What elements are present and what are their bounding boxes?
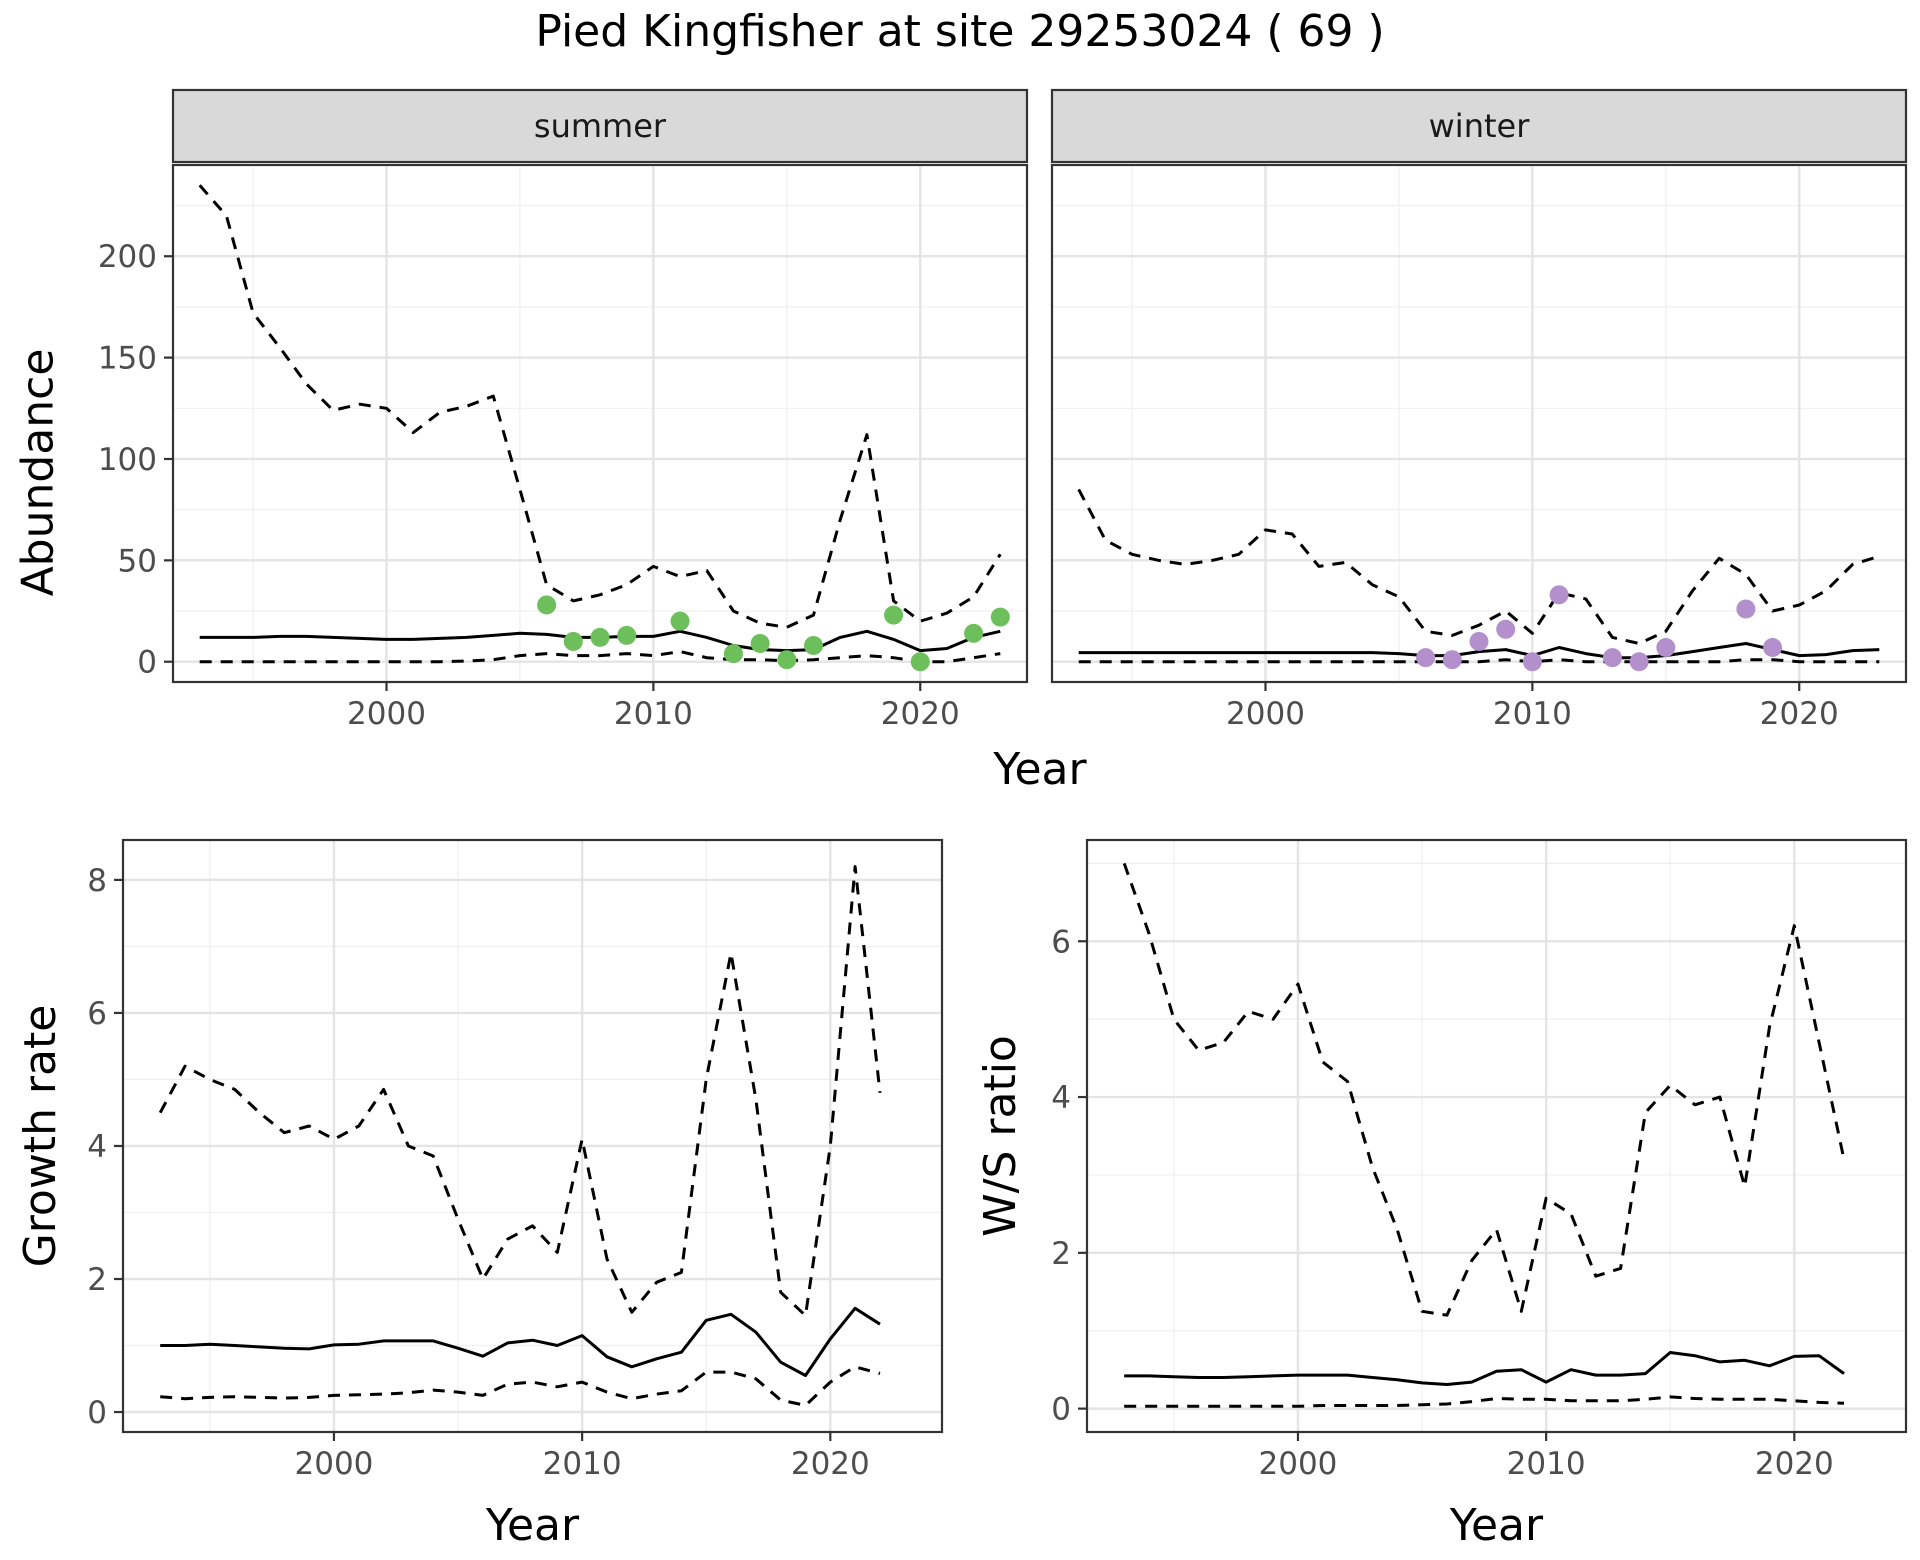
p3-y-tick-label: 6	[1051, 924, 1071, 960]
p2-y-tick-label: 2	[87, 1262, 107, 1298]
p3-x-tick-label: 2020	[1755, 1446, 1834, 1482]
p1-observed-point	[1602, 648, 1622, 668]
p1-observed-point	[1416, 648, 1436, 668]
p0-facet-strip	[171, 88, 1029, 164]
p0-lower-line	[199, 650, 1001, 664]
p3-y-axis-label: W/S ratio	[975, 1035, 1026, 1237]
p3-y-tick-label: 2	[1051, 1236, 1071, 1272]
p3-y-tick-label: 0	[1051, 1392, 1071, 1428]
p2-panel-border	[121, 838, 944, 1434]
p3-upper-line	[1122, 862, 1846, 1317]
p0-observed-point	[884, 605, 904, 625]
p1-plot-background	[1052, 165, 1906, 682]
p3-x-tick-label: 2010	[1507, 1446, 1586, 1482]
p1-observed-point	[1763, 638, 1783, 658]
p2-y-tick-label: 8	[87, 863, 107, 899]
p2-y-axis-label: Growth rate	[15, 1005, 66, 1268]
ws-ratio-panel: 2000 2010 2020 0 2 4 6 Year W/S ratio	[975, 838, 1908, 1551]
p1-mean-line	[1078, 642, 1880, 660]
p0-y-tick-label: 50	[118, 543, 157, 579]
p1-x-tick-label: 2000	[1226, 696, 1305, 732]
p0-y-tick-label: 200	[98, 239, 157, 275]
p0-observed-point	[910, 652, 930, 672]
p0-observed-point	[590, 627, 610, 647]
p2-upper-line	[158, 865, 882, 1318]
p3-mean-line	[1124, 1351, 1845, 1386]
p0-y-tick-label: 150	[98, 341, 157, 377]
p2-mean-line	[160, 1306, 881, 1377]
p1-observed-point	[1469, 631, 1489, 651]
p2-x-tick-label: 2000	[295, 1446, 374, 1482]
growth-rate-panel: 2000 2010 2020 0 2 4 6 8 Year Growth rate	[15, 838, 944, 1551]
p1-observed-point	[1656, 638, 1676, 658]
p1-observed-point	[1736, 599, 1756, 619]
p0-x-tick-label: 2020	[881, 696, 960, 732]
p0-observed-point	[563, 631, 583, 651]
p1-facet-label: winter	[1429, 107, 1531, 145]
p1-upper-line	[1077, 488, 1880, 645]
p3-plot-background	[1087, 840, 1906, 1432]
p2-x-axis-label: Year	[485, 1500, 580, 1551]
p0-upper-line	[198, 184, 1002, 629]
p0-observed-point	[964, 623, 984, 643]
p3-x-axis-label: Year	[1449, 1500, 1544, 1551]
p0-y-tick-label: 0	[137, 645, 157, 681]
p0-observed-point	[750, 633, 770, 653]
abundance-summer-panel: summer 2000 2010 2020 0 50 100 150 200	[98, 88, 1029, 732]
figure-title: Pied Kingfisher at site 29253024 ( 69 )	[535, 6, 1385, 57]
p2-y-tick-label: 4	[87, 1129, 107, 1165]
p3-panel-border	[1085, 838, 1908, 1434]
p3-y-tick-label: 4	[1051, 1080, 1071, 1116]
abundance-winter-panel: winter 2000 2010 2020	[1050, 88, 1908, 732]
p0-x-tick-label: 2010	[614, 696, 693, 732]
p0-panel-border	[171, 163, 1029, 684]
p2-y-tick-label: 6	[87, 996, 107, 1032]
p0-observed-point	[670, 611, 690, 631]
p2-y-tick-label: 0	[87, 1395, 107, 1431]
p1-x-tick-label: 2010	[1493, 696, 1572, 732]
p2-plot-background	[123, 840, 942, 1432]
p0-x-tick-label: 2000	[347, 696, 426, 732]
p2-x-tick-label: 2020	[791, 1446, 870, 1482]
p0-observed-point	[777, 650, 797, 670]
p3-lower-line	[1124, 1395, 1845, 1408]
p0-observed-point	[723, 644, 743, 664]
p0-y-tick-label: 100	[98, 442, 157, 478]
p1-facet-strip	[1050, 88, 1908, 164]
p2-x-tick-label: 2010	[543, 1446, 622, 1482]
p0-observed-point	[990, 607, 1010, 627]
p2-lower-line	[160, 1365, 881, 1407]
p1-observed-point	[1522, 652, 1542, 672]
p1-observed-point	[1442, 650, 1462, 670]
p1-lower-line	[1078, 658, 1880, 664]
p0-facet-label: summer	[534, 107, 667, 145]
p3-x-tick-label: 2000	[1259, 1446, 1338, 1482]
p1-observed-point	[1549, 585, 1569, 605]
top-row-x-axis-label: Year	[993, 744, 1087, 795]
top-row-y-axis-label: Abundance	[12, 348, 64, 597]
p1-observed-point	[1496, 619, 1516, 639]
p1-observed-point	[1629, 652, 1649, 672]
p1-panel-border	[1050, 163, 1908, 684]
p0-observed-point	[617, 625, 637, 645]
p0-observed-point	[537, 595, 557, 615]
p1-x-tick-label: 2020	[1760, 696, 1839, 732]
p0-observed-point	[804, 636, 823, 656]
